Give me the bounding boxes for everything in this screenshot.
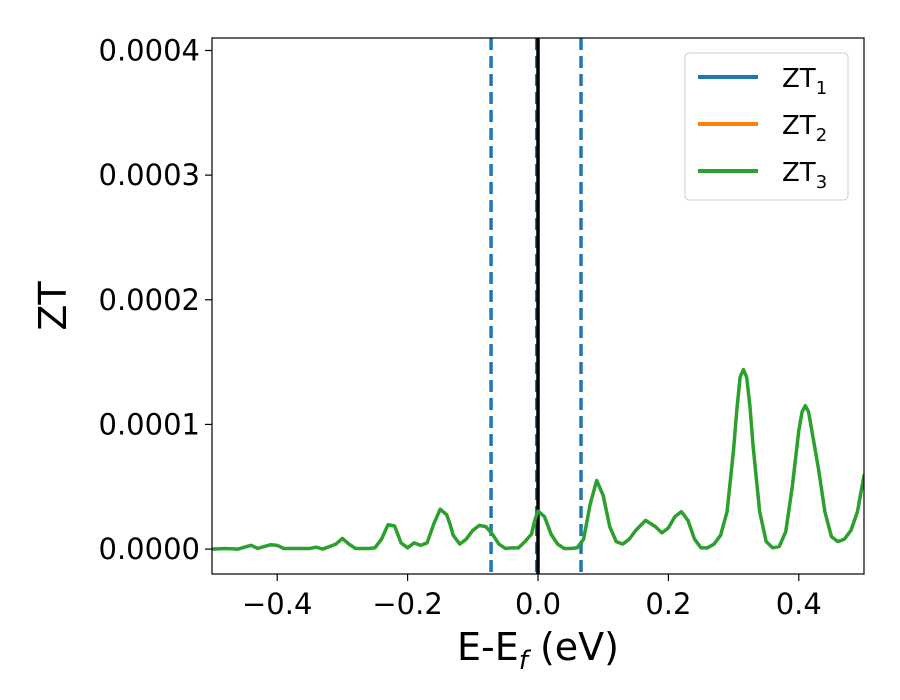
x-tick-label: 0.2: [645, 587, 691, 621]
y-tick-label: 0.0002: [99, 283, 200, 317]
y-tick-label: 0.0003: [99, 158, 200, 192]
x-axis-ticks: −0.4 −0.2 0.0 0.2 0.4: [242, 574, 822, 621]
y-tick-label: 0.0004: [99, 33, 200, 67]
x-tick-label: −0.2: [372, 587, 442, 621]
series-lines: [212, 367, 864, 551]
legend-label-zt2: ZT2: [782, 111, 827, 146]
y-tick-label: 0.0001: [99, 407, 200, 441]
x-axis-label-main: E-E: [457, 625, 519, 669]
x-tick-label: −0.4: [242, 587, 312, 621]
legend-entries: ZT1 ZT2 ZT3: [698, 64, 827, 193]
y-axis-ticks: 0.0000 0.0001 0.0002 0.0003 0.0004: [99, 33, 212, 566]
series-line-zt3: [212, 367, 864, 551]
vertical-lines: [489, 38, 583, 574]
x-tick-label: 0.0: [515, 587, 561, 621]
legend: ZT1 ZT2 ZT3: [684, 52, 849, 201]
legend-label-zt3: ZT3: [782, 158, 827, 193]
y-tick-label: 0.0000: [99, 532, 200, 566]
x-axis-label-suffix: (eV): [528, 625, 619, 669]
x-axis-label: E-Ef (eV): [457, 625, 619, 676]
x-tick-label: 0.4: [776, 587, 822, 621]
legend-label-zt1: ZT1: [782, 64, 827, 99]
y-axis-label: ZT: [31, 281, 75, 331]
legend-box: [684, 52, 849, 201]
